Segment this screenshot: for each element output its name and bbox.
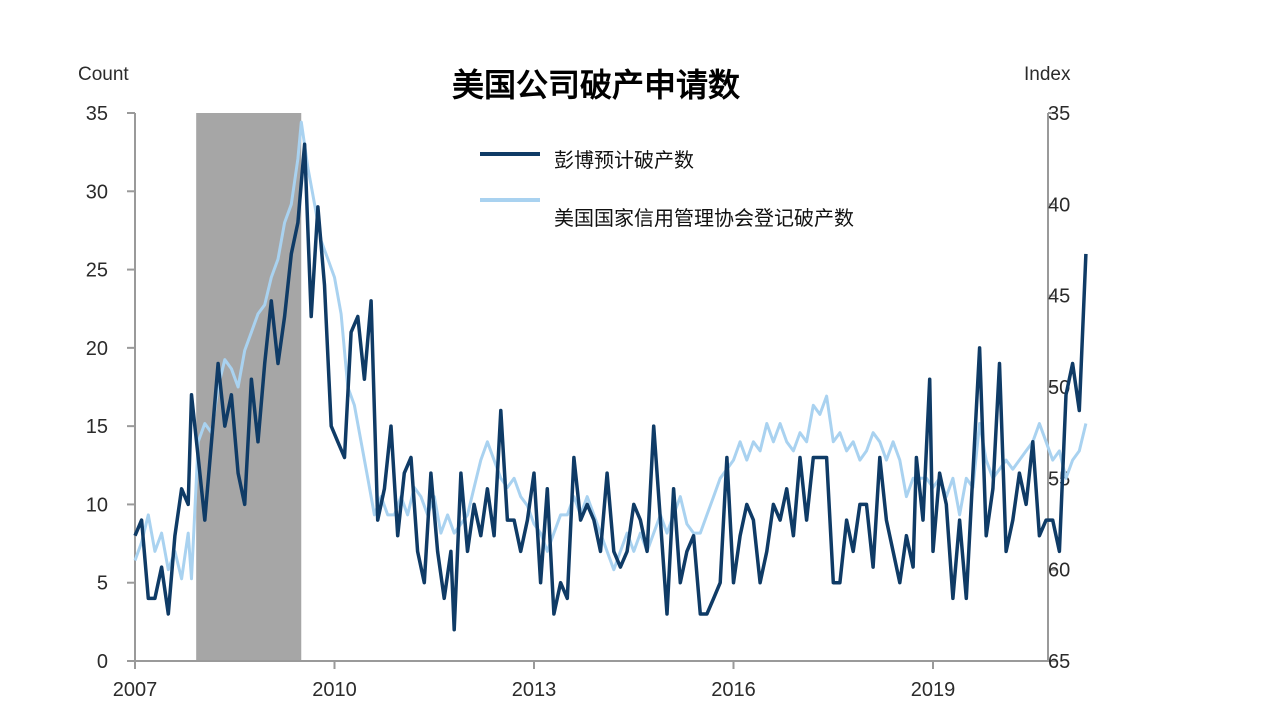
left-tick-label: 5: [97, 573, 108, 595]
x-tick-label: 2016: [711, 679, 756, 701]
left-tick-label: 20: [86, 338, 108, 360]
x-axis: 2007 2010 2013 2016 2019: [113, 660, 1048, 701]
x-tick-label: 2013: [512, 679, 557, 701]
chart-title: 美国公司破产申请数: [452, 66, 741, 104]
right-tick-label: 65: [1048, 651, 1070, 673]
left-tick-label: 35: [86, 103, 108, 125]
right-tick-label: 35: [1048, 103, 1070, 125]
left-tick-label: 10: [86, 494, 108, 516]
x-tick-label: 2010: [312, 679, 357, 701]
legend-label-nacm: 美国国家信用管理协会登记破产数: [554, 206, 854, 230]
left-axis: 0 5 10 15 20 25 30 35: [86, 103, 136, 673]
series-bloomberg-line: [133, 142, 1088, 632]
right-axis-label: Index: [1024, 64, 1071, 85]
right-tick-label: 60: [1048, 560, 1070, 582]
right-tick-label: 45: [1048, 286, 1070, 308]
left-tick-label: 30: [86, 181, 108, 203]
legend-label-bloomberg: 彭博预计破产数: [554, 148, 694, 172]
right-tick-label: 40: [1048, 194, 1070, 216]
left-tick-label: 25: [86, 260, 108, 282]
recession-shading: [196, 113, 302, 661]
x-tick-label: 2007: [113, 679, 158, 701]
left-axis-label: Count: [78, 64, 129, 85]
x-tick-label: 2019: [911, 679, 956, 701]
left-tick-label: 0: [97, 651, 108, 673]
legend: 彭博预计破产数 美国国家信用管理协会登记破产数: [480, 148, 854, 230]
left-tick-label: 15: [86, 416, 108, 438]
